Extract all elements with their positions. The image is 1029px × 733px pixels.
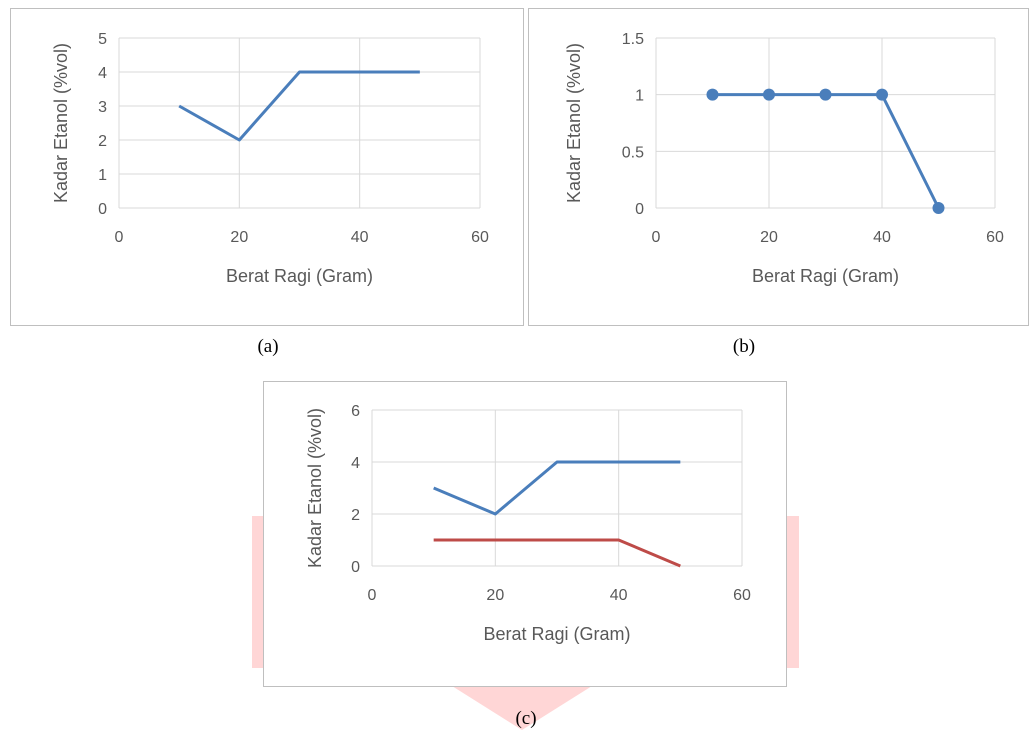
y-tick-label: 3 xyxy=(98,99,107,116)
x-axis-label: Berat Ragi (Gram) xyxy=(752,266,899,286)
x-tick-label: 0 xyxy=(652,229,661,246)
x-tick-label: 20 xyxy=(760,229,778,246)
data-point xyxy=(706,88,719,101)
series-line-2 xyxy=(433,538,681,568)
chart-panel-c: 0 2 4 6 0 20 40 60 Berat Ragi (Gram) Kadar Etanol… xyxy=(263,381,787,687)
x-tick-label: 40 xyxy=(351,229,369,246)
y-tick-label: 0.5 xyxy=(622,144,644,161)
decorative-shape-right xyxy=(785,516,799,668)
chart-panel-b: 0 0.5 1 1.5 0 20 40 60 Berat Ragi (Gram) Kadar Et… xyxy=(528,8,1029,326)
y-tick-label: 0 xyxy=(635,201,644,218)
y-tick-label: 0 xyxy=(351,559,360,576)
x-tick-label: 0 xyxy=(115,229,124,246)
x-tick-label: 60 xyxy=(986,229,1004,246)
chart-a: 0 1 2 3 4 5 0 20 40 60 Berat Ragi (Gram) Kadar Etan… xyxy=(51,31,489,286)
x-tick-label: 40 xyxy=(610,587,628,604)
x-tick-label: 60 xyxy=(471,229,489,246)
y-axis-label: Kadar Etanol (%vol) xyxy=(305,408,325,568)
y-tick-label: 2 xyxy=(351,507,360,524)
chart-panel-a: 0 1 2 3 4 5 0 20 40 60 Berat Ragi (Gram) Kadar Etan… xyxy=(10,8,524,326)
y-tick-label: 4 xyxy=(98,65,107,82)
y-tick-label: 1 xyxy=(635,88,644,105)
data-point xyxy=(763,88,775,101)
x-axis-label: Berat Ragi (Gram) xyxy=(226,266,373,286)
decorative-shape-left xyxy=(252,516,266,668)
y-tick-label: 0 xyxy=(98,201,107,218)
y-tick-label: 2 xyxy=(98,133,107,150)
data-point xyxy=(932,202,945,214)
y-tick-label: 6 xyxy=(351,403,360,420)
y-tick-label: 1 xyxy=(98,167,107,184)
caption-b: (b) xyxy=(732,336,756,357)
caption-a: (a) xyxy=(257,336,279,357)
y-axis-label: Kadar Etanol (%vol) xyxy=(564,43,584,203)
x-tick-label: 0 xyxy=(368,587,377,604)
y-tick-label: 5 xyxy=(98,31,107,48)
series-line-1 xyxy=(178,70,420,142)
y-axis-label: Kadar Etanol (%vol) xyxy=(51,43,71,203)
x-tick-label: 20 xyxy=(486,587,504,604)
x-axis-label: Berat Ragi (Gram) xyxy=(483,624,630,644)
x-tick-label: 40 xyxy=(873,229,891,246)
x-tick-label: 60 xyxy=(733,587,751,604)
y-tick-label: 1.5 xyxy=(622,31,644,48)
data-point xyxy=(876,88,888,101)
series-line-1 xyxy=(433,460,681,516)
data-point xyxy=(819,88,832,101)
x-tick-label: 20 xyxy=(230,229,248,246)
caption-c: (c) xyxy=(515,708,537,729)
chart-b: 0 0.5 1 1.5 0 20 40 60 Berat Ragi (Gram) Kadar Et… xyxy=(564,31,1004,286)
y-tick-label: 4 xyxy=(351,455,360,472)
